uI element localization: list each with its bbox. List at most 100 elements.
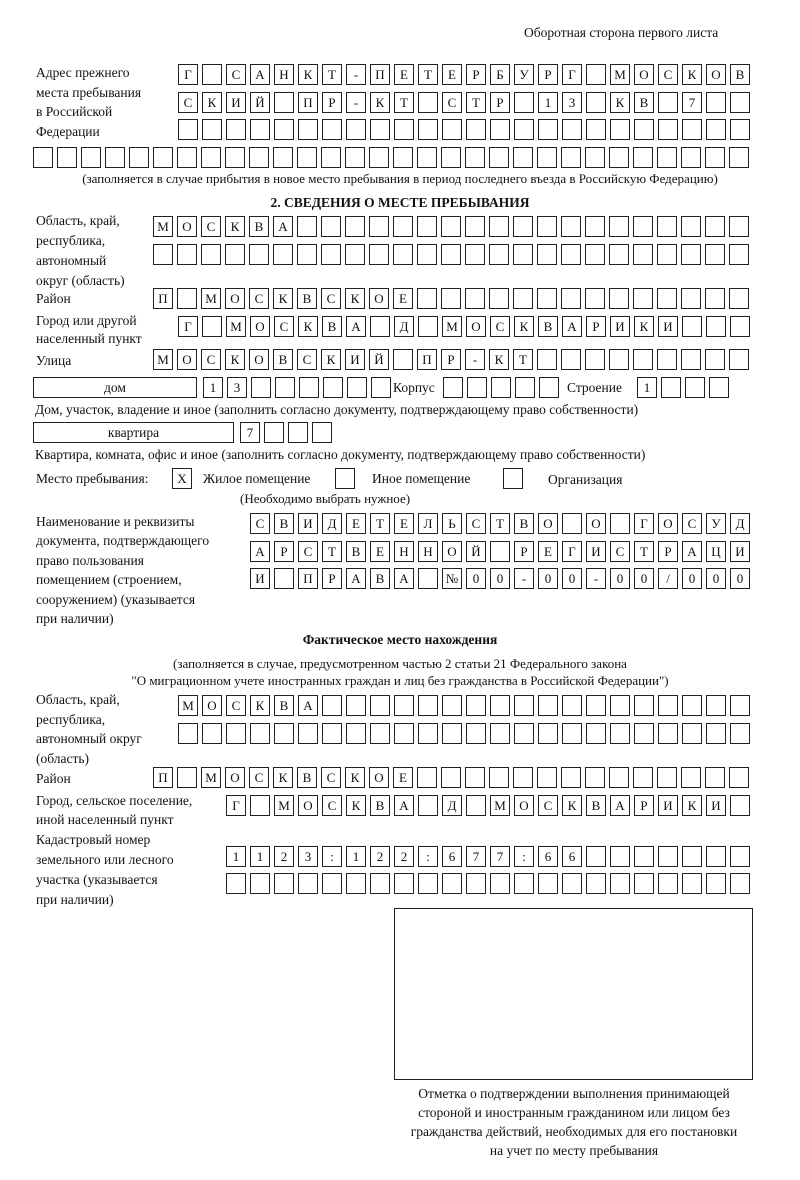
char-cell[interactable]: Р [538,64,558,85]
char-cell[interactable] [249,244,269,265]
char-cell[interactable]: 1 [346,846,366,867]
char-cell[interactable] [709,377,729,398]
char-cell[interactable]: 3 [227,377,247,398]
apartment-row[interactable]: 7 [240,422,336,443]
char-cell[interactable] [633,288,653,309]
char-cell[interactable] [562,695,582,716]
char-cell[interactable] [274,568,294,589]
char-cell[interactable]: О [369,767,389,788]
char-cell[interactable]: Т [513,349,533,370]
char-cell[interactable] [682,316,702,337]
char-cell[interactable]: 1 [226,846,246,867]
char-cell[interactable] [264,422,284,443]
char-cell[interactable] [586,873,606,894]
char-cell[interactable] [562,513,582,534]
char-cell[interactable] [81,147,101,168]
char-cell[interactable] [346,723,366,744]
char-cell[interactable] [585,147,605,168]
char-cell[interactable]: И [730,541,750,562]
char-cell[interactable] [441,288,461,309]
char-cell[interactable] [537,349,557,370]
char-cell[interactable]: О [298,795,318,816]
char-cell[interactable] [729,288,749,309]
char-cell[interactable]: Д [730,513,750,534]
char-cell[interactable] [251,377,271,398]
char-cell[interactable] [489,147,509,168]
char-cell[interactable]: С [538,795,558,816]
char-cell[interactable]: Д [322,513,342,534]
char-cell[interactable] [537,288,557,309]
char-cell[interactable] [418,119,438,140]
char-cell[interactable] [418,568,438,589]
char-cell[interactable] [177,244,197,265]
char-cell[interactable]: П [153,767,173,788]
char-cell[interactable]: В [514,513,534,534]
char-cell[interactable]: И [345,349,365,370]
char-cell[interactable] [706,119,726,140]
char-cell[interactable]: № [442,568,462,589]
char-cell[interactable]: 6 [562,846,582,867]
char-cell[interactable]: К [370,92,390,113]
char-cell[interactable]: О [658,513,678,534]
char-cell[interactable]: Т [418,64,438,85]
char-cell[interactable] [202,119,222,140]
char-cell[interactable]: Е [393,767,413,788]
char-cell[interactable]: 1 [637,377,657,398]
char-cell[interactable]: 0 [706,568,726,589]
char-cell[interactable]: Т [370,513,390,534]
char-cell[interactable]: Й [250,92,270,113]
char-cell[interactable] [418,795,438,816]
stay-other-checkbox[interactable] [335,468,355,489]
char-cell[interactable]: Е [394,513,414,534]
char-cell[interactable] [585,288,605,309]
char-cell[interactable]: 0 [610,568,630,589]
char-cell[interactable]: Е [346,513,366,534]
char-cell[interactable]: Т [322,541,342,562]
char-cell[interactable]: П [370,64,390,85]
char-cell[interactable] [202,316,222,337]
char-cell[interactable]: В [274,513,294,534]
char-cell[interactable]: 3 [562,92,582,113]
char-cell[interactable] [274,119,294,140]
char-cell[interactable]: К [682,795,702,816]
char-cell[interactable] [681,147,701,168]
char-cell[interactable]: О [177,349,197,370]
char-cell[interactable] [657,349,677,370]
char-cell[interactable] [730,316,750,337]
char-cell[interactable] [682,873,702,894]
char-cell[interactable]: К [346,795,366,816]
char-cell[interactable] [706,695,726,716]
char-cell[interactable] [682,723,702,744]
char-cell[interactable]: С [201,216,221,237]
char-cell[interactable]: П [417,349,437,370]
char-cell[interactable] [562,873,582,894]
char-cell[interactable]: П [298,92,318,113]
char-cell[interactable] [537,244,557,265]
char-cell[interactable] [633,349,653,370]
char-cell[interactable]: Й [466,541,486,562]
char-cell[interactable]: К [489,349,509,370]
char-cell[interactable] [681,349,701,370]
char-cell[interactable] [298,119,318,140]
char-cell[interactable] [201,147,221,168]
char-cell[interactable] [514,92,534,113]
char-cell[interactable]: М [610,64,630,85]
apartment-type-field[interactable]: квартира [33,422,234,443]
char-cell[interactable] [513,147,533,168]
char-cell[interactable]: В [297,288,317,309]
char-cell[interactable]: Ц [706,541,726,562]
char-cell[interactable] [514,695,534,716]
char-cell[interactable] [681,216,701,237]
char-cell[interactable]: Ь [442,513,462,534]
char-cell[interactable] [226,873,246,894]
char-cell[interactable]: А [250,64,270,85]
char-cell[interactable] [609,216,629,237]
char-cell[interactable]: М [226,316,246,337]
char-cell[interactable] [202,723,222,744]
region-row-2[interactable] [153,244,753,265]
char-cell[interactable]: 2 [370,846,390,867]
char-cell[interactable]: 7 [682,92,702,113]
building-row[interactable]: 1 [637,377,733,398]
